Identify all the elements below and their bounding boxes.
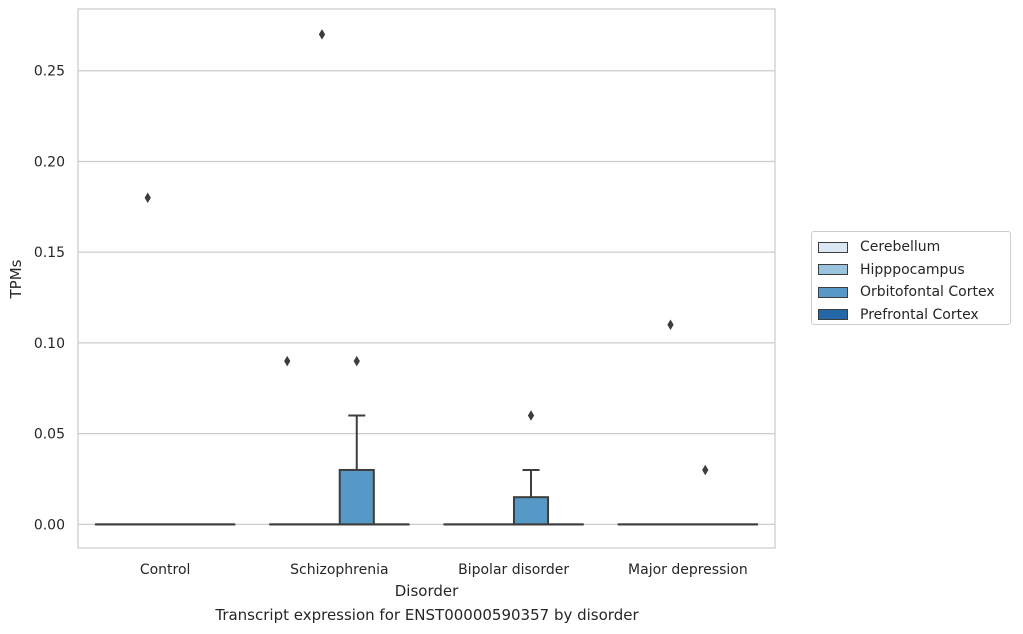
y-tick-label: 0.05: [34, 427, 65, 443]
category-group: [269, 29, 410, 526]
y-tick-label: 0.00: [34, 517, 65, 533]
x-tick-label: Control: [140, 562, 191, 578]
outlier-point: [353, 355, 360, 367]
outlier-point: [284, 355, 291, 367]
legend-label: Hipppocampus: [860, 261, 965, 278]
x-tick-label: Schizophrenia: [290, 562, 388, 578]
legend-label: Orbitofontal Cortex: [860, 284, 995, 301]
y-tick-label: 0.10: [34, 336, 65, 352]
box-orbitofontal-cortex: [512, 496, 550, 526]
category-group: [443, 410, 584, 526]
box-orbitofontal-cortex: [338, 468, 375, 526]
legend-item-hippocampus: Hipppocampus: [818, 259, 1010, 282]
chart-caption: Transcript expression for ENST0000059035…: [215, 606, 639, 624]
outlier-point: [144, 192, 151, 203]
outlier-point: [318, 29, 326, 40]
x-tick-label: Major depression: [628, 562, 748, 578]
legend-swatch: [818, 309, 848, 321]
legend-label: Cerebellum: [860, 239, 941, 256]
legend-item-orbitofrontal-cortex: Orbitofontal Cortex: [818, 281, 1010, 304]
y-tick-labels: 0.00 0.05 0.10 0.15 0.20 0.25: [34, 64, 65, 534]
x-tick-label: Bipolar disorder: [458, 562, 569, 578]
y-tick-label: 0.15: [34, 245, 65, 261]
category-group: [94, 192, 236, 526]
outlier-point: [702, 464, 709, 476]
legend-item-cerebellum: Cerebellum: [818, 236, 1010, 259]
box-groups: [94, 29, 759, 526]
legend-item-prefrontal-cortex: Prefrontal Cortex: [818, 304, 1010, 327]
outlier-point: [667, 319, 674, 331]
category-group: [617, 319, 759, 526]
y-axis-label: TPMs: [7, 259, 25, 299]
gridlines: [78, 70, 775, 526]
legend-label: Prefrontal Cortex: [860, 306, 979, 323]
x-axis-label: Disorder: [395, 582, 459, 600]
plot-frame: [77, 8, 776, 549]
legend-swatch: [818, 286, 848, 298]
legend-swatch: [818, 241, 848, 253]
outlier-point: [527, 410, 535, 421]
legend-swatch: [818, 264, 848, 276]
chart-legend: Cerebellum Hipppocampus Orbitofontal Cor…: [811, 231, 1011, 325]
y-tick-label: 0.20: [34, 154, 65, 170]
x-tick-labels: Control Schizophrenia Bipolar disorder Majo…: [140, 562, 748, 578]
y-tick-label: 0.25: [34, 64, 65, 80]
